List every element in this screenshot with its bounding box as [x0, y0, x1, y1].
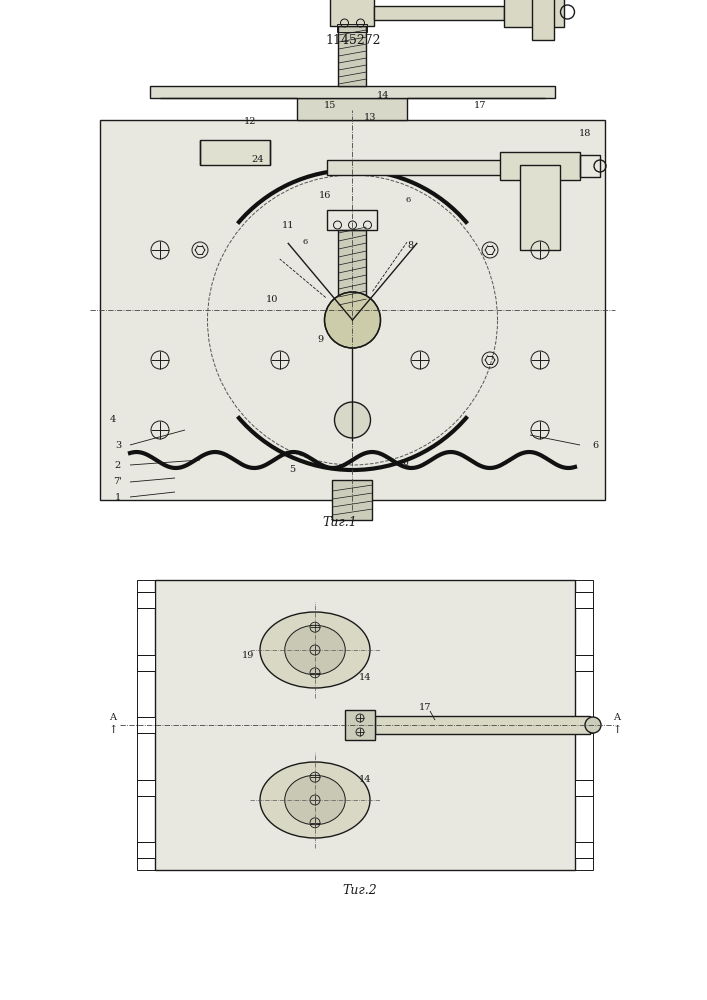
Bar	[150, 86, 555, 98]
Text: 14: 14	[377, 91, 390, 100]
Circle shape	[334, 402, 370, 438]
Text: 8: 8	[402, 460, 408, 470]
Text: 10: 10	[266, 296, 278, 304]
Text: A: A	[614, 712, 621, 722]
Text: A: A	[110, 712, 117, 722]
Text: 15: 15	[324, 101, 337, 109]
Bar	[532, 0, 554, 40]
Bar	[327, 160, 555, 175]
Text: 13: 13	[363, 112, 376, 121]
Bar	[137, 717, 155, 733]
Text: 7': 7'	[114, 478, 122, 487]
Bar	[137, 780, 155, 796]
Ellipse shape	[285, 625, 345, 675]
Bar	[137, 842, 155, 858]
Text: 9: 9	[317, 336, 323, 344]
Bar	[575, 842, 593, 858]
Text: 2: 2	[115, 460, 121, 470]
Bar	[500, 152, 580, 180]
Bar	[339, 230, 366, 310]
Ellipse shape	[260, 612, 370, 688]
Text: 11: 11	[282, 221, 294, 230]
Text: ↑: ↑	[108, 725, 117, 735]
Bar	[100, 120, 605, 500]
Bar	[375, 6, 505, 20]
Text: 16: 16	[319, 190, 331, 200]
Circle shape	[325, 292, 380, 348]
Bar	[575, 654, 593, 670]
Bar	[137, 780, 155, 796]
Ellipse shape	[260, 762, 370, 838]
Text: 1145272: 1145272	[325, 33, 381, 46]
Bar	[575, 592, 593, 608]
Bar	[137, 592, 155, 608]
Bar	[575, 780, 593, 796]
Bar	[137, 654, 155, 670]
Bar	[345, 710, 375, 740]
Bar	[505, 0, 564, 27]
Text: 19: 19	[242, 650, 255, 660]
Bar	[137, 654, 155, 670]
Text: 18: 18	[579, 128, 591, 137]
Bar	[327, 210, 378, 230]
Text: 14: 14	[358, 674, 371, 682]
Ellipse shape	[285, 775, 345, 825]
Bar	[339, 26, 366, 86]
Text: 8: 8	[407, 240, 413, 249]
Text: 1: 1	[115, 492, 121, 502]
Bar	[330, 0, 375, 26]
Text: 24: 24	[252, 155, 264, 164]
Bar	[575, 717, 593, 733]
Bar	[520, 165, 560, 250]
Text: 4: 4	[110, 416, 116, 424]
Bar	[332, 480, 373, 520]
Text: 17: 17	[419, 702, 431, 712]
Bar	[575, 780, 593, 796]
Bar	[575, 717, 593, 733]
Bar	[298, 98, 407, 120]
Bar	[375, 716, 590, 734]
Bar	[575, 592, 593, 608]
Bar	[137, 717, 155, 733]
Bar	[137, 592, 155, 608]
Text: 17: 17	[474, 101, 486, 109]
Text: 12: 12	[244, 117, 256, 126]
Text: 3: 3	[115, 440, 121, 450]
Bar	[137, 580, 155, 870]
Text: Τиг.1: Τиг.1	[322, 516, 357, 528]
Bar	[580, 155, 600, 177]
Circle shape	[585, 717, 601, 733]
Text: ↑: ↑	[612, 725, 621, 735]
Bar	[575, 842, 593, 858]
Text: 6: 6	[405, 196, 411, 204]
Bar	[200, 140, 270, 165]
Bar	[575, 580, 593, 870]
Text: Τиг.2: Τиг.2	[343, 884, 378, 896]
Text: 5: 5	[289, 466, 295, 475]
Text: 14: 14	[358, 776, 371, 784]
Text: 6: 6	[592, 440, 598, 450]
Bar	[575, 654, 593, 670]
Text: 6: 6	[303, 238, 308, 246]
Bar	[137, 842, 155, 858]
Bar	[155, 580, 575, 870]
Bar	[337, 24, 368, 32]
